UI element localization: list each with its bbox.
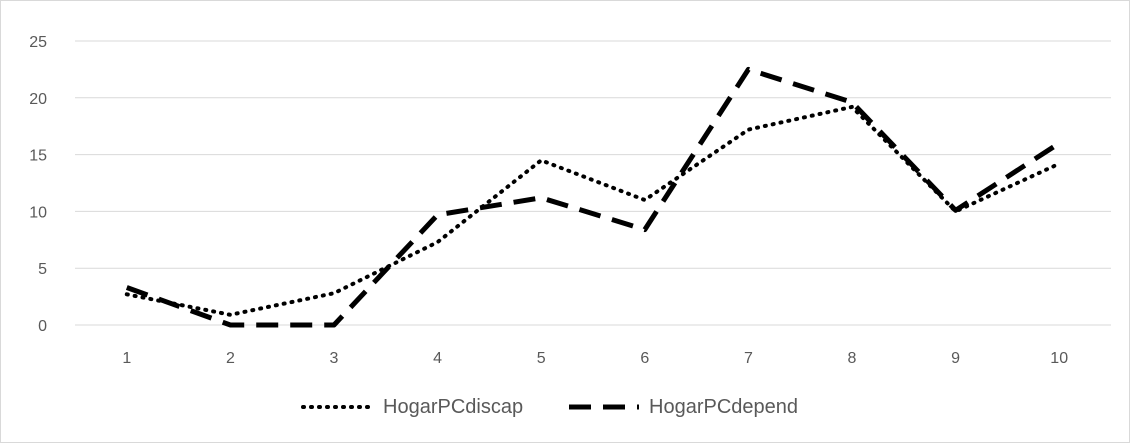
x-tick-label: 6 [640,350,649,367]
x-tick-label: 7 [744,350,753,367]
y-tick-label: 5 [38,261,47,278]
y-tick-label: 10 [29,204,47,221]
legend-label: HogarPCdepend [649,396,798,418]
y-tick-label: 0 [38,318,47,335]
x-tick-label: 4 [433,350,442,367]
x-tick-label: 10 [1050,350,1068,367]
legend: HogarPCdiscap HogarPCdepend [301,396,798,418]
x-tick-label: 8 [848,350,857,367]
y-tick-label: 15 [29,148,47,165]
series-line-HogarPCdiscap [124,104,1062,317]
series-line-HogarPCdepend [125,66,1061,328]
x-tick-label: 2 [226,350,235,367]
x-tick-label: 1 [122,350,131,367]
x-axis-tick-labels: 1 2 3 4 5 6 7 8 9 10 [122,350,1068,367]
x-tick-label: 9 [951,350,960,367]
series-lines [124,66,1062,328]
x-tick-label: 3 [330,350,339,367]
y-axis-tick-labels: 0 5 10 15 20 25 [29,34,47,335]
legend-label: HogarPCdiscap [383,396,523,418]
gridlines [75,40,1111,326]
x-tick-label: 5 [537,350,546,367]
y-tick-label: 20 [29,91,47,108]
y-tick-label: 25 [29,34,47,51]
